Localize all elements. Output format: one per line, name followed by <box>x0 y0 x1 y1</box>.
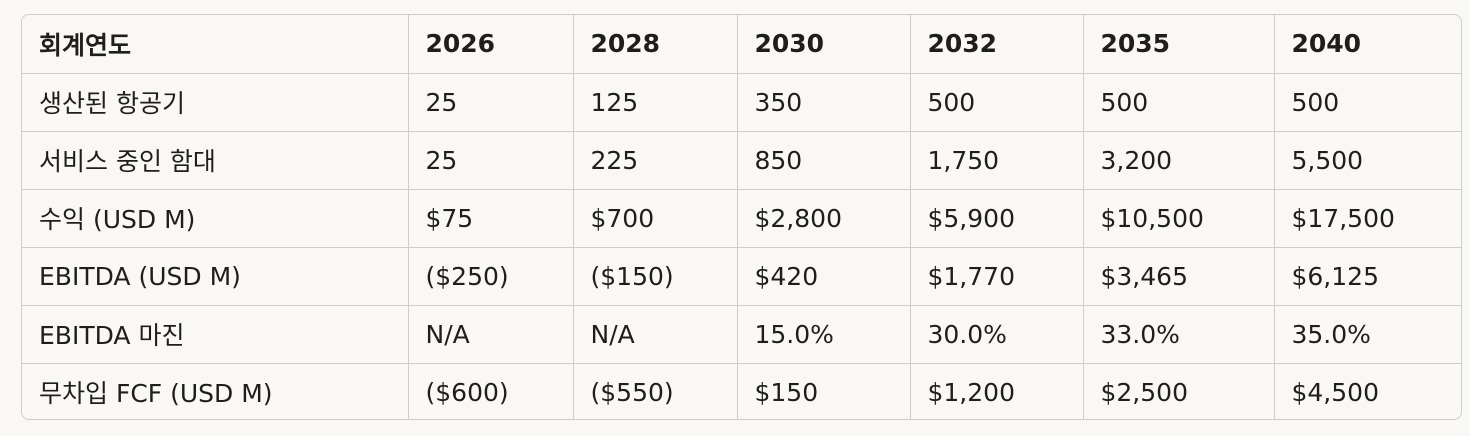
row-label: 생산된 항공기 <box>22 73 409 132</box>
table-row: EBITDA (USD M) ($250) ($150) $420 $1,770… <box>22 247 1461 306</box>
table-cell: ($600) <box>408 363 574 419</box>
header-row: 회계연도 2026 2028 2030 2032 2035 2040 <box>22 15 1461 74</box>
table-cell: $6,125 <box>1274 247 1461 306</box>
row-label: EBITDA 마진 <box>22 305 409 364</box>
row-label: 수익 (USD M) <box>22 189 409 248</box>
table-cell: $2,800 <box>737 189 911 248</box>
financial-projection-table: 회계연도 2026 2028 2030 2032 2035 2040 생산된 항… <box>21 14 1462 420</box>
table-cell: $10,500 <box>1083 189 1275 248</box>
table-cell: $1,200 <box>910 363 1084 419</box>
table-cell: $420 <box>737 247 911 306</box>
table-cell: ($150) <box>573 247 738 306</box>
table-cell: ($550) <box>573 363 738 419</box>
row-label: 서비스 중인 함대 <box>22 131 409 190</box>
table-cell: 500 <box>1083 73 1275 132</box>
table-cell: 15.0% <box>737 305 911 364</box>
table-cell: 35.0% <box>1274 305 1461 364</box>
table-cell: $700 <box>573 189 738 248</box>
table-cell: 1,750 <box>910 131 1084 190</box>
table-cell: 850 <box>737 131 911 190</box>
table-cell: $150 <box>737 363 911 419</box>
table-row: 무차입 FCF (USD M) ($600) ($550) $150 $1,20… <box>22 363 1461 419</box>
table-cell: 25 <box>408 131 574 190</box>
table-cell: 25 <box>408 73 574 132</box>
table-cell: 33.0% <box>1083 305 1275 364</box>
table-cell: $4,500 <box>1291 377 1379 407</box>
column-header-2040: 2040 <box>1274 15 1461 74</box>
table-cell: 5,500 <box>1274 131 1461 190</box>
column-header-2032: 2032 <box>910 15 1084 74</box>
table-row: 생산된 항공기 25 125 350 500 500 500 <box>22 73 1461 132</box>
column-header-2028: 2028 <box>573 15 738 74</box>
table-cell: 225 <box>573 131 738 190</box>
table-cell: 500 <box>1274 73 1461 132</box>
row-label: EBITDA (USD M) <box>22 247 409 306</box>
table-cell: 125 <box>573 73 738 132</box>
table-cell: 500 <box>910 73 1084 132</box>
table-cell: $75 <box>408 189 574 248</box>
column-header-2035: 2035 <box>1083 15 1275 74</box>
table-cell: $2,500 <box>1083 363 1275 419</box>
table-cell: N/A <box>408 305 574 364</box>
row-label: 무차입 FCF (USD M) <box>22 363 409 419</box>
data-table: 회계연도 2026 2028 2030 2032 2035 2040 생산된 항… <box>22 15 1461 419</box>
column-header-2026: 2026 <box>408 15 574 74</box>
table-row: 수익 (USD M) $75 $700 $2,800 $5,900 $10,50… <box>22 189 1461 248</box>
table-cell: $17,500 <box>1274 189 1461 248</box>
table-cell: N/A <box>573 305 738 364</box>
table-cell: ($250) <box>408 247 574 306</box>
table-row: EBITDA 마진 N/A N/A 15.0% 30.0% 33.0% 35.0… <box>22 305 1461 364</box>
column-header-2030: 2030 <box>737 15 911 74</box>
table-cell: $3,465 <box>1083 247 1275 306</box>
table-row: 서비스 중인 함대 25 225 850 1,750 3,200 5,500 <box>22 131 1461 190</box>
table-cell: 350 <box>737 73 911 132</box>
table-cell: $1,770 <box>910 247 1084 306</box>
column-header-fiscal-year: 회계연도 <box>22 15 409 74</box>
table-cell: $5,900 <box>910 189 1084 248</box>
table-cell: 30.0% <box>910 305 1084 364</box>
table-cell: 3,200 <box>1083 131 1275 190</box>
